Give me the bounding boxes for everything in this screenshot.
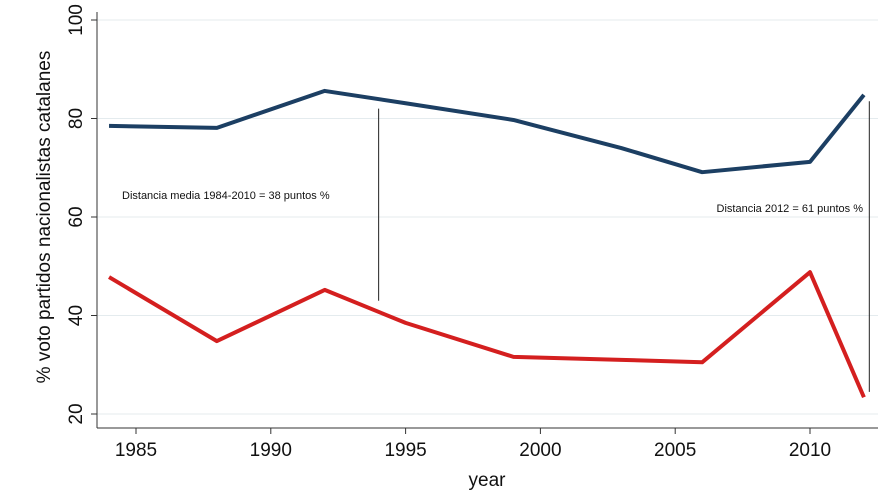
y-tick-label: 20 (66, 403, 87, 424)
series-line-1 (108, 270, 866, 399)
annotation-text: Distancia 2012 = 61 puntos % (717, 203, 864, 215)
y-tick-label: 40 (66, 305, 87, 326)
y-tick-label: 100 (66, 4, 87, 36)
y-tick-label: 80 (66, 108, 87, 129)
x-tick-label: 2010 (789, 440, 831, 461)
x-tick-label: 1995 (384, 440, 426, 461)
y-tick-label: 60 (66, 206, 87, 227)
series-line-0 (109, 88, 866, 175)
x-axis-label: year (469, 470, 507, 491)
annotation-text: Distancia media 1984-2010 = 38 puntos % (122, 190, 330, 202)
x-tick-label: 1990 (250, 440, 292, 461)
x-tick-label: 1985 (115, 440, 157, 461)
y-axis-label: % voto partidos nacionalistas catalanes (34, 51, 55, 384)
x-tick-label: 2000 (519, 440, 561, 461)
x-tick-label: 2005 (654, 440, 696, 461)
